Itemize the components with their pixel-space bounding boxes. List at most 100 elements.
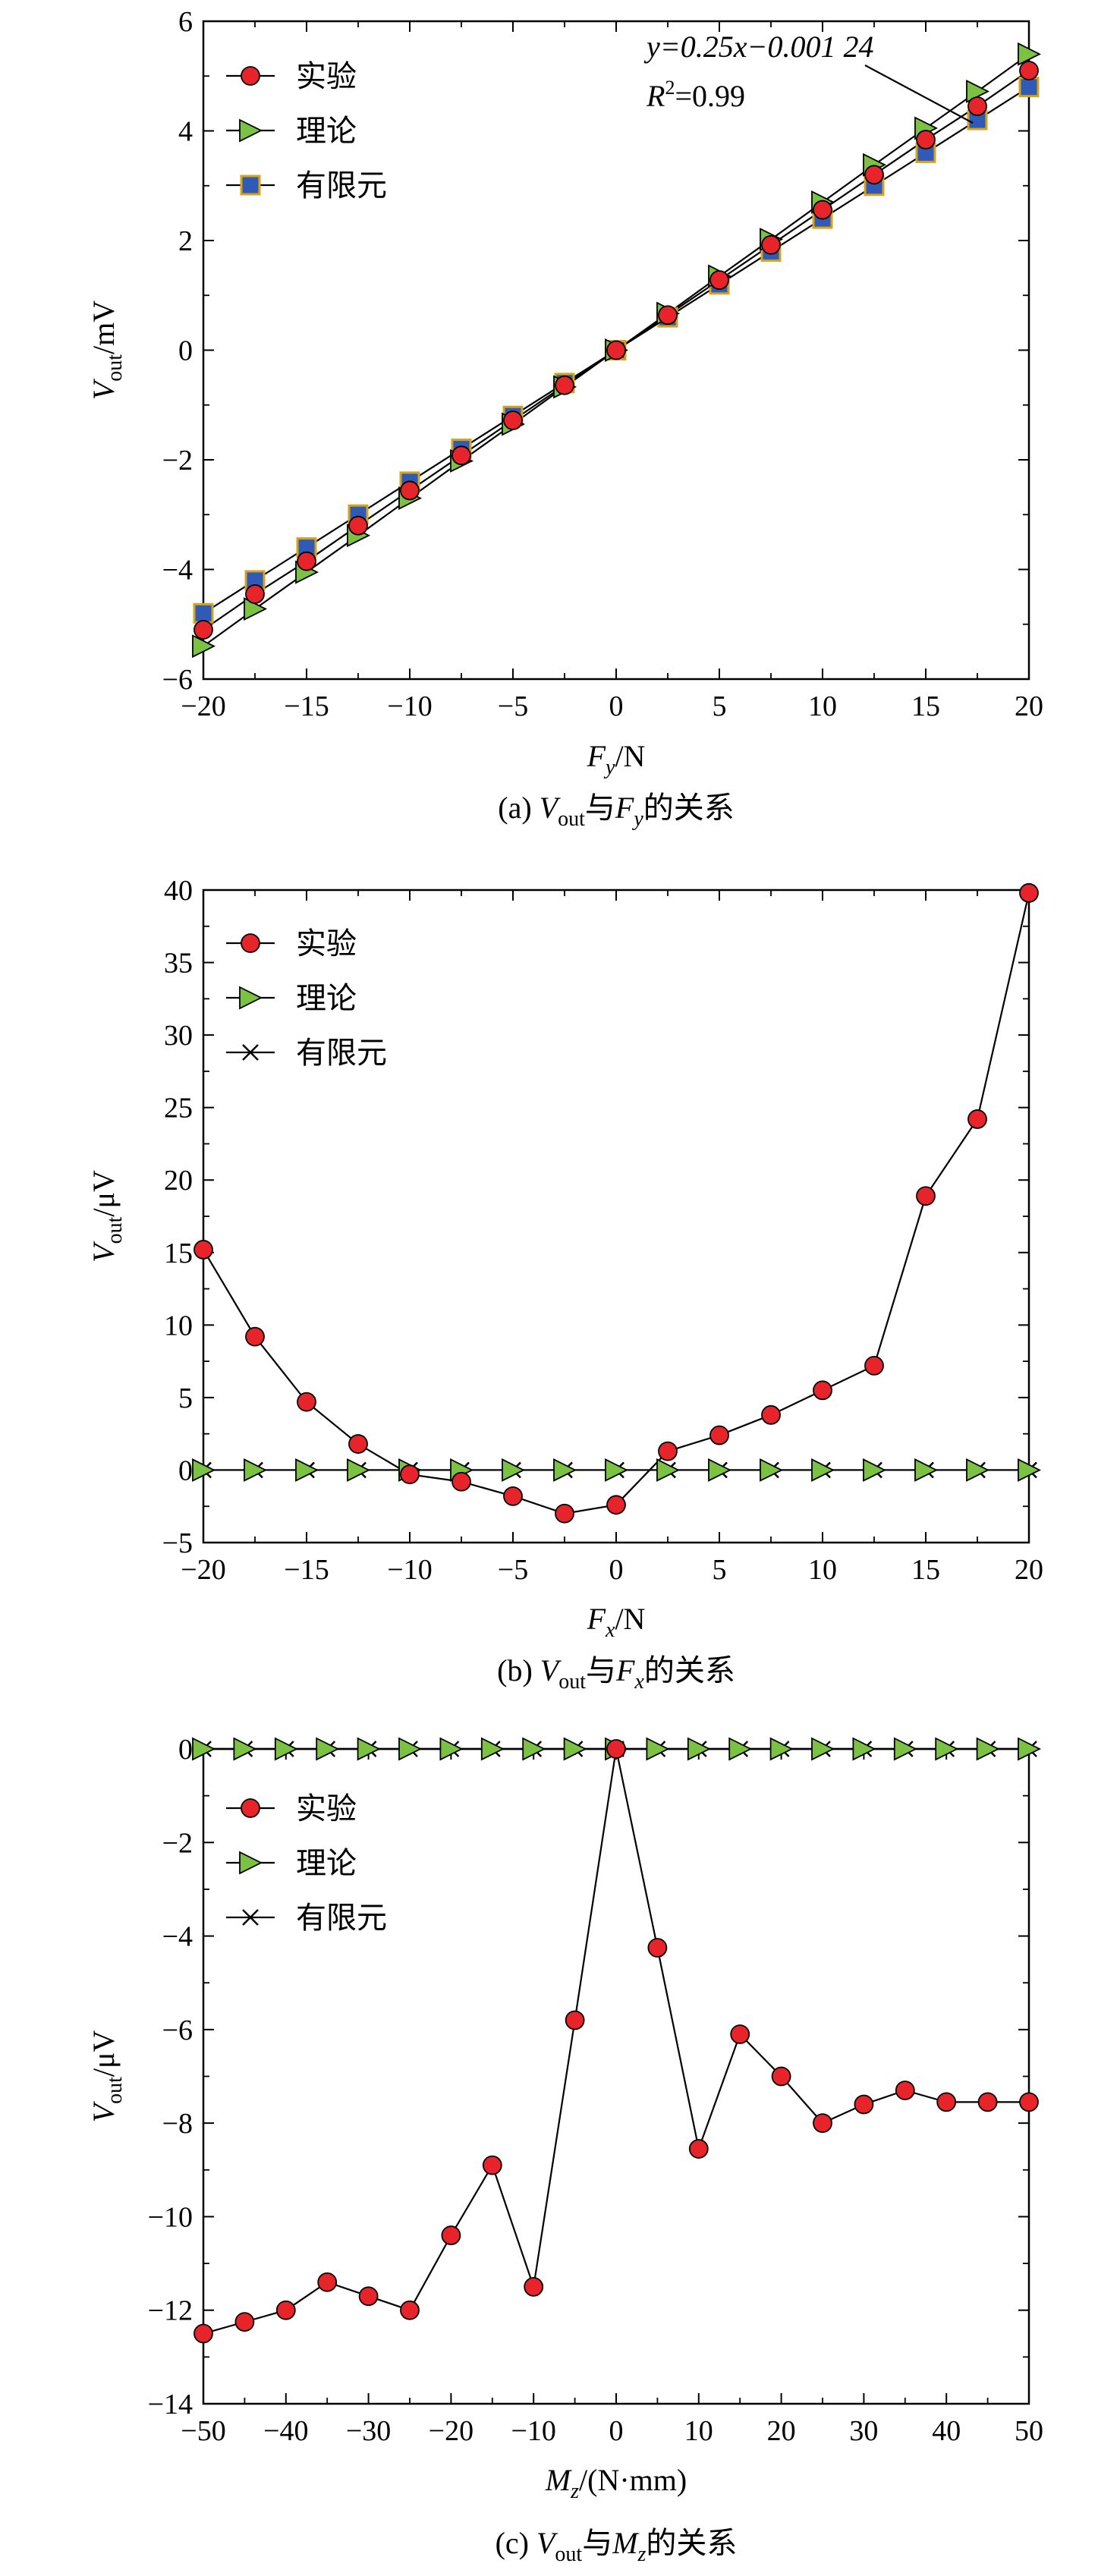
data-point bbox=[864, 1355, 884, 1376]
y-axis-label-sub: out bbox=[103, 2077, 127, 2104]
data-point bbox=[565, 2010, 585, 2030]
data-point bbox=[606, 1495, 626, 1515]
data-point bbox=[977, 2092, 998, 2112]
y-tick-label: −12 bbox=[148, 2295, 193, 2327]
y-tick-label: −4 bbox=[162, 1921, 193, 1953]
x-axis-label-unit: /N bbox=[615, 739, 645, 773]
legend-label: 有限元 bbox=[296, 1901, 387, 1936]
data-point bbox=[193, 620, 213, 640]
data-point bbox=[192, 1458, 216, 1482]
y-tick-label: 25 bbox=[164, 1093, 193, 1124]
caption-relation: 的关系 bbox=[643, 791, 735, 825]
caption-with: 与 bbox=[582, 2526, 612, 2560]
data-point bbox=[730, 2024, 750, 2044]
data-point bbox=[553, 1458, 577, 1482]
x-tick-label: −40 bbox=[263, 2415, 308, 2447]
y-tick-label: −8 bbox=[162, 2108, 193, 2140]
legend-marker bbox=[240, 175, 261, 196]
data-point bbox=[760, 1458, 784, 1482]
caption-v: V bbox=[540, 1653, 562, 1687]
data-point bbox=[555, 375, 574, 395]
data-point bbox=[503, 410, 523, 430]
data-point bbox=[357, 1737, 381, 1761]
data-point bbox=[728, 1737, 753, 1761]
data-point bbox=[503, 1486, 523, 1506]
data-point bbox=[708, 1458, 732, 1482]
data-point bbox=[192, 1737, 216, 1761]
panel-caption: (a) Vout与Fy的关系 bbox=[498, 791, 735, 831]
legend-label: 实验 bbox=[296, 1791, 357, 1826]
caption-label: (c) bbox=[496, 2526, 536, 2560]
series-2-markers bbox=[192, 1737, 1042, 1761]
data-point bbox=[245, 584, 265, 604]
x-tick-label: −5 bbox=[498, 1554, 528, 1586]
data-point bbox=[522, 1737, 546, 1761]
y-axis-label: Vout/mV bbox=[87, 300, 127, 400]
y-tick-label: 0 bbox=[178, 1734, 193, 1766]
series-2-markers bbox=[192, 1458, 1042, 1482]
y-tick-label: −14 bbox=[148, 2389, 193, 2420]
y-tick-label: 2 bbox=[178, 225, 193, 257]
y-tick-label: −6 bbox=[162, 664, 193, 696]
data-point bbox=[400, 2300, 420, 2320]
y-tick-label: 15 bbox=[164, 1238, 193, 1269]
caption-v: V bbox=[540, 791, 562, 825]
data-point bbox=[605, 1458, 629, 1482]
x-tick-label: −30 bbox=[346, 2415, 391, 2447]
x-tick-label: 10 bbox=[808, 1554, 837, 1586]
data-point bbox=[811, 1458, 835, 1482]
x-axis-label: Fx/N bbox=[587, 1602, 646, 1642]
data-point bbox=[606, 340, 626, 360]
data-point bbox=[193, 1240, 213, 1260]
data-point bbox=[400, 1464, 420, 1485]
chart-panel-1: −20 −15 −10 −5 0 5 10 15 20−6−4−20246Fy/NVout/mV… bbox=[87, 6, 1043, 831]
annotation-equation: y=0.25x−0.001 24 bbox=[643, 30, 874, 64]
data-point bbox=[480, 1737, 505, 1761]
x-tick-label: −5 bbox=[498, 690, 528, 722]
data-point bbox=[524, 2276, 544, 2297]
y-tick-label: 35 bbox=[164, 948, 193, 980]
series-1-markers bbox=[193, 1739, 1039, 2344]
legend-marker bbox=[239, 118, 263, 143]
caption-var: F bbox=[615, 1653, 635, 1687]
x-tick-label: 0 bbox=[609, 2415, 624, 2447]
data-point bbox=[606, 1739, 626, 1759]
y-tick-label: 0 bbox=[178, 1455, 193, 1486]
x-axis-label-main: F bbox=[587, 739, 606, 773]
data-point bbox=[295, 1458, 319, 1482]
data-point bbox=[1019, 882, 1039, 903]
y-tick-label: 5 bbox=[178, 1382, 193, 1414]
x-tick-label: −10 bbox=[511, 2415, 555, 2447]
x-tick-label: 5 bbox=[713, 690, 727, 722]
caption-sub: out bbox=[558, 1670, 586, 1694]
data-point bbox=[439, 1737, 464, 1761]
data-point bbox=[441, 2225, 461, 2245]
x-axis-label-main: M bbox=[545, 2463, 573, 2497]
data-point bbox=[966, 1458, 990, 1482]
x-tick-label: −10 bbox=[387, 690, 432, 722]
chart-panel-3: −50 −40 −30 −20 −10 0 10 20 30 40 50−14−12−10−8−6−… bbox=[87, 1734, 1043, 2566]
x-tick-label: 50 bbox=[1015, 2415, 1043, 2447]
y-axis-label-unit: /μV bbox=[87, 2030, 121, 2077]
data-point bbox=[761, 1404, 781, 1425]
data-point bbox=[482, 2155, 502, 2175]
legend-label: 理论 bbox=[296, 1846, 357, 1881]
x-tick-label: −15 bbox=[284, 690, 329, 722]
data-point bbox=[398, 1737, 423, 1761]
data-point bbox=[297, 1392, 316, 1412]
data-point bbox=[1018, 42, 1042, 66]
data-point bbox=[275, 2300, 296, 2320]
data-point bbox=[863, 1458, 887, 1482]
data-point bbox=[761, 234, 781, 255]
data-point bbox=[555, 1503, 574, 1524]
legend-label: 有限元 bbox=[296, 1036, 387, 1071]
data-point bbox=[658, 1441, 678, 1461]
legend-marker bbox=[242, 1044, 259, 1061]
y-tick-label: 6 bbox=[178, 6, 193, 38]
y-axis-label-main: V bbox=[87, 1241, 121, 1263]
legend-label: 实验 bbox=[296, 59, 357, 94]
panel-caption: (c) Vout与Mz的关系 bbox=[496, 2526, 738, 2566]
